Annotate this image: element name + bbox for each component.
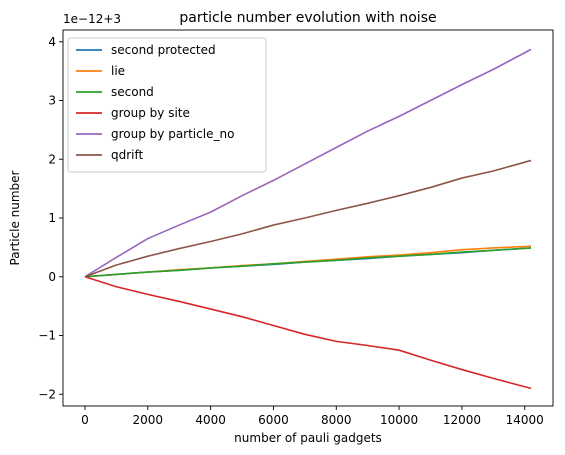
y-tick-label: 0: [48, 270, 56, 284]
chart-title: particle number evolution with noise: [179, 10, 436, 26]
x-tick-label: 12000: [443, 413, 481, 427]
y-axis-label: Particle number: [8, 170, 22, 265]
series-line-second: [84, 247, 532, 278]
x-tick-label: 2000: [133, 413, 164, 427]
x-tick-label: 14000: [506, 413, 544, 427]
legend-label: second: [111, 85, 154, 99]
x-axis-label: number of pauli gadgets: [234, 431, 382, 445]
legend-label: lie: [111, 64, 125, 78]
series-line-group-by-site: [84, 275, 532, 390]
legend: second protected lie second group by site gr…: [67, 37, 267, 173]
series-line-qdrift: [84, 159, 532, 278]
y-offset-label: 1e−12+3: [63, 12, 121, 26]
legend-label: qdrift: [111, 148, 144, 162]
x-tick-label: 6000: [258, 413, 289, 427]
y-tick-label: 3: [48, 94, 56, 108]
legend-label: group by site: [111, 106, 190, 120]
legend-label: second protected: [111, 43, 216, 57]
x-axis-ticks: 0 2000 4000 6000 8000 10000 12000 14000: [81, 406, 544, 427]
y-tick-label: −1: [38, 329, 56, 343]
x-tick-label: 0: [81, 413, 89, 427]
x-tick-label: 8000: [321, 413, 352, 427]
legend-box: [67, 37, 267, 173]
y-axis-ticks: −2 −1 0 1 2 3 4: [38, 35, 63, 401]
y-tick-label: −2: [38, 387, 56, 401]
y-tick-label: 1: [48, 211, 56, 225]
x-tick-label: 4000: [195, 413, 226, 427]
legend-label: group by particle_no: [111, 127, 234, 141]
x-tick-label: 10000: [380, 413, 418, 427]
y-tick-label: 4: [48, 35, 56, 49]
plot-area: [84, 48, 532, 390]
series-line-group-by-particle-no: [84, 48, 532, 278]
y-tick-label: 2: [48, 152, 56, 166]
